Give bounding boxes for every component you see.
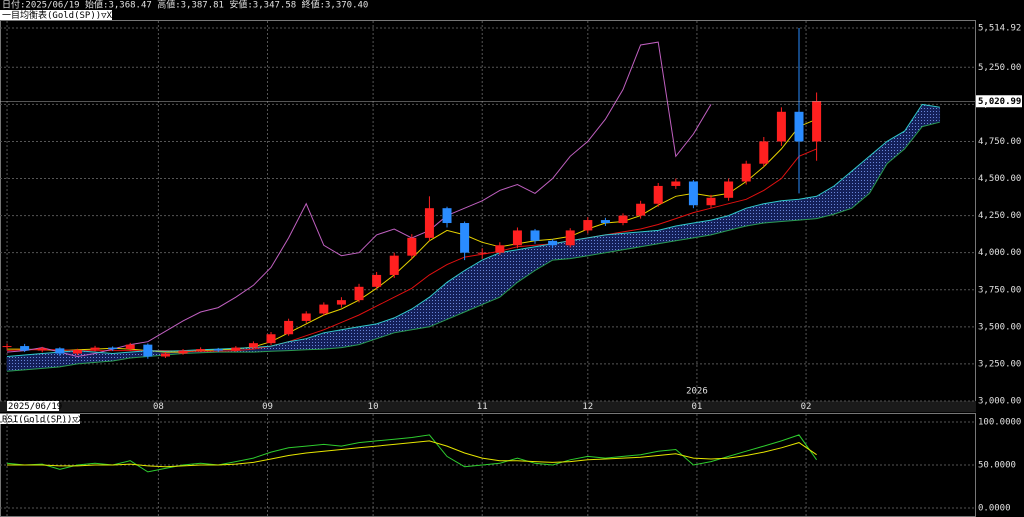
candle-body	[108, 347, 118, 350]
candle-body	[90, 347, 100, 350]
candle-body	[565, 230, 575, 246]
candle-body	[231, 347, 241, 351]
y-tick-label: 3,000.00	[978, 397, 1021, 407]
y-tick-label: 3,500.00	[978, 322, 1021, 332]
candle-body	[600, 220, 610, 224]
candle-body	[72, 349, 82, 354]
y-tick-label: 5,514.92	[978, 24, 1021, 34]
x-tick-label: 08	[153, 402, 164, 412]
candle-body	[477, 252, 487, 254]
candle-body	[776, 111, 786, 142]
series-line	[6, 41, 712, 358]
candle-body	[688, 181, 698, 206]
y-tick-label: 100.0000	[978, 418, 1021, 428]
y-tick-label: 50.0000	[978, 461, 1016, 471]
candle-body	[213, 349, 223, 351]
x-tick-label: 12	[582, 402, 593, 412]
y-tick-label: 4,000.00	[978, 248, 1021, 258]
candle-body	[178, 350, 188, 354]
candle-body	[37, 348, 47, 351]
candle-body	[160, 353, 170, 357]
candle-body	[671, 181, 681, 186]
candle-body	[794, 111, 804, 142]
candle-body	[389, 255, 399, 275]
last-price-label: 5,020.99	[978, 97, 1021, 107]
chart-title: 一目均衡表(Gold(SP))▽X	[2, 9, 113, 21]
candle-body	[583, 220, 593, 231]
candle-body	[284, 320, 294, 335]
x-tick-label: 10	[368, 402, 379, 412]
x-tick-label: 2025/06/19	[8, 402, 62, 412]
y-tick-label: 4,750.00	[978, 137, 1021, 147]
candle-body	[266, 334, 276, 344]
candle-body	[372, 274, 382, 287]
y-tick-label: 3,250.00	[978, 359, 1021, 369]
candle-body	[143, 344, 153, 357]
series-line	[6, 434, 818, 473]
rsi-title: RSI(Gold(SP))▽X	[2, 415, 84, 425]
candle-body	[125, 344, 135, 350]
y-tick-label: 0.0000	[978, 504, 1011, 514]
x-year-label: 2026	[686, 387, 708, 397]
candle-body	[407, 237, 417, 256]
candle-body	[460, 223, 470, 253]
y-tick-label: 4,500.00	[978, 174, 1021, 184]
title-box	[0, 10, 112, 20]
candle-body	[653, 185, 663, 204]
y-tick-label: 5,250.00	[978, 63, 1021, 73]
x-tick-label: 11	[477, 402, 488, 412]
candle-body	[2, 346, 12, 348]
candle-body	[442, 208, 452, 224]
candle-body	[336, 300, 346, 305]
candle-body	[354, 286, 364, 301]
rsi-title-box	[0, 414, 80, 424]
candle-body	[548, 240, 558, 246]
candle-body	[636, 203, 646, 216]
x-tick-label: 01	[692, 402, 703, 412]
candle-body	[495, 245, 505, 253]
x-tick-label: 02	[801, 402, 812, 412]
candle-body	[248, 343, 258, 348]
series-line	[6, 103, 940, 357]
candle-body	[618, 215, 628, 224]
candle-body	[812, 101, 822, 142]
candle-body	[512, 230, 522, 246]
y-tick-label: 3,750.00	[978, 285, 1021, 295]
candle-body	[301, 313, 311, 321]
candle-body	[724, 181, 734, 198]
x-tick-label: 09	[262, 402, 273, 412]
date-strip	[0, 401, 976, 412]
candle-body	[196, 349, 206, 351]
y-tick-label: 4,250.00	[978, 211, 1021, 221]
candle-body	[741, 163, 751, 182]
candle-body	[530, 230, 540, 241]
candle-body	[55, 348, 65, 354]
last-price-box	[976, 95, 1022, 108]
info-line: 日付:2025/06/19 始値:3,368.47 高値:3,387.81 安値…	[2, 0, 368, 11]
candle-body	[20, 346, 30, 351]
candle-body	[424, 208, 434, 238]
candle-body	[759, 141, 769, 164]
series-line	[7, 440, 817, 468]
candle-body	[319, 304, 329, 314]
candle-body	[706, 197, 716, 206]
x-tick-box	[7, 401, 60, 411]
